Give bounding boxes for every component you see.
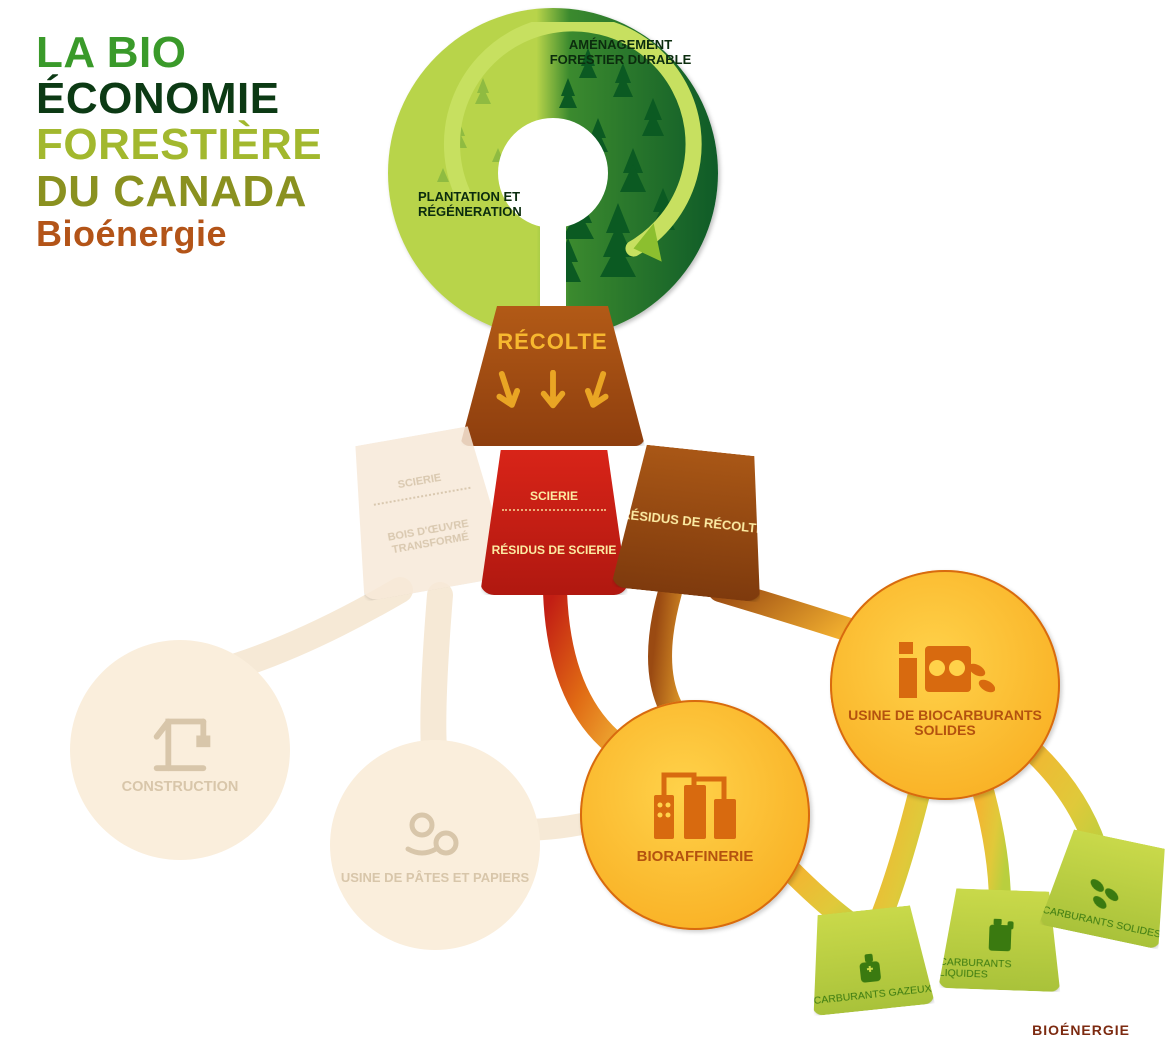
scierie-node: SCIERIE RÉSIDUS DE SCIERIE <box>480 450 628 595</box>
biorefinery-icon <box>650 765 740 843</box>
forest-cycle: AMÉNAGEMENT FORESTIER DURABLE PLANTATION… <box>388 8 718 338</box>
construction-circle: CONSTRUCTION <box>70 640 290 860</box>
bioraffinerie-circle: BIORAFFINERIE <box>580 700 810 930</box>
page-title: LA BIO ÉCONOMIE FORESTIÈRE DU CANADA Bio… <box>36 30 322 253</box>
output-gazeux: CARBURANTS GAZEUX <box>803 904 935 1016</box>
scierie-bottom: RÉSIDUS DE SCIERIE <box>492 543 617 557</box>
residus-node: RÉSIDUS DE RÉCOLTE <box>611 443 775 603</box>
faded-scierie-top: SCIERIE <box>397 472 442 492</box>
output-solides: CARBURANTS SOLIDES <box>1039 826 1170 949</box>
forest-label-left: PLANTATION ET RÉGÉNERATION <box>418 190 568 220</box>
faded-scierie-bottom: BOIS D'ŒUVRE TRANSFORMÉ <box>353 512 505 562</box>
residus-label: RÉSIDUS DE RÉCOLTE <box>621 508 766 537</box>
construction-label: CONSTRUCTION <box>122 780 239 796</box>
recolte-arrows-icon <box>495 370 610 422</box>
pulp-circle: USINE DE PÂTES ET PAPIERS <box>330 740 540 950</box>
bioraffinerie-label: BIORAFFINERIE <box>637 849 754 866</box>
pulp-icon <box>402 805 468 865</box>
gazeux-label: CARBURANTS GAZEUX <box>813 984 932 1008</box>
title-line-2: ÉCONOMIE <box>36 76 322 122</box>
biofuel-plant-icon <box>895 632 995 702</box>
solid-icon <box>1084 876 1130 918</box>
title-line-5: Bioénergie <box>36 215 322 253</box>
biocarburants-label: USINE DE BIOCARBURANTS SOLIDES <box>830 708 1060 739</box>
liquides-label: CARBURANTS LIQUIDES <box>939 957 1062 984</box>
biocarburants-circle: USINE DE BIOCARBURANTS SOLIDES <box>830 570 1060 800</box>
diagram-canvas: LA BIO ÉCONOMIE FORESTIÈRE DU CANADA Bio… <box>0 0 1170 1056</box>
title-line-3: FORESTIÈRE <box>36 122 322 168</box>
pulp-label: USINE DE PÂTES ET PAPIERS <box>341 871 529 885</box>
title-line-4: DU CANADA <box>36 169 322 215</box>
crane-icon <box>145 704 215 774</box>
liquid-icon <box>982 916 1019 955</box>
scierie-top: SCIERIE <box>530 489 578 503</box>
output-liquides: CARBURANTS LIQUIDES <box>938 888 1063 992</box>
gas-icon <box>850 949 890 989</box>
recolte-label: RÉCOLTE <box>497 330 607 354</box>
footer-label: BIOÉNERGIE <box>1032 1022 1130 1038</box>
forest-label-top: AMÉNAGEMENT FORESTIER DURABLE <box>538 38 703 68</box>
title-line-1: LA BIO <box>36 30 322 76</box>
